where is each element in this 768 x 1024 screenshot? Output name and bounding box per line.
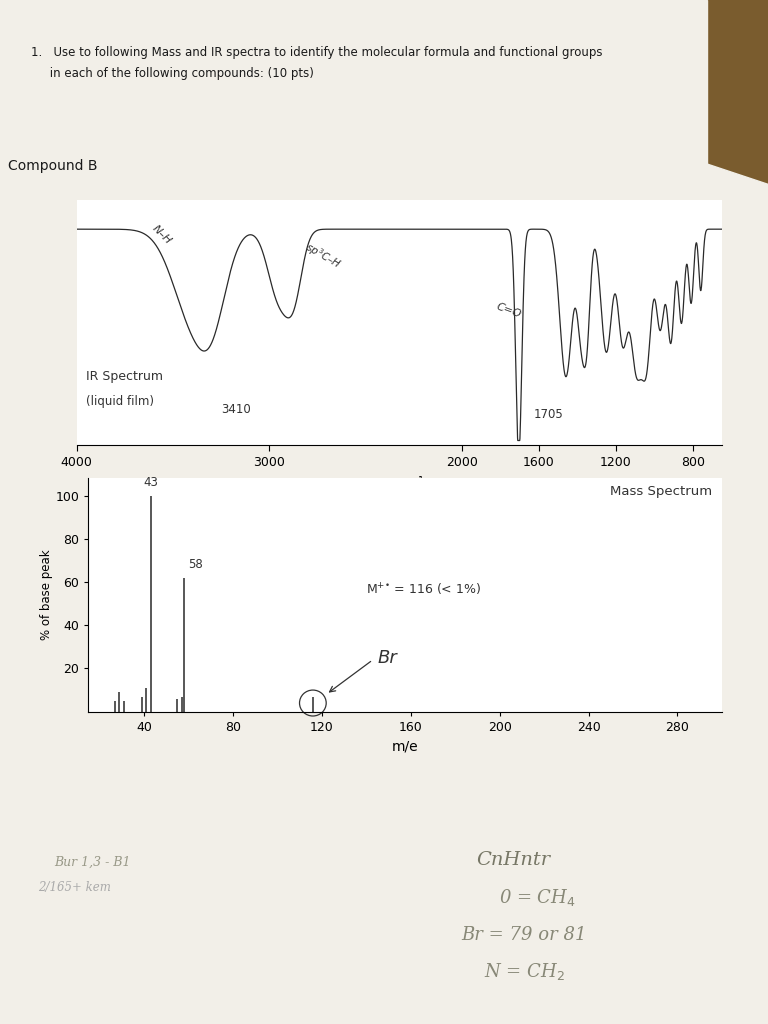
- Text: 1.   Use to following Mass and IR spectra to identify the molecular formula and : 1. Use to following Mass and IR spectra …: [31, 46, 602, 59]
- Polygon shape: [0, 0, 707, 1024]
- Text: 0 = CH$_4$: 0 = CH$_4$: [499, 887, 576, 908]
- Y-axis label: % of base peak: % of base peak: [40, 550, 53, 640]
- Text: N–H: N–H: [150, 223, 173, 246]
- Text: IR Spectrum: IR Spectrum: [87, 370, 164, 383]
- Text: Mass Spectrum: Mass Spectrum: [611, 485, 713, 499]
- Text: M$^{+•}$ = 116 (< 1%): M$^{+•}$ = 116 (< 1%): [366, 582, 482, 598]
- Text: in each of the following compounds: (10 pts): in each of the following compounds: (10 …: [31, 67, 313, 80]
- Text: Br: Br: [377, 648, 397, 667]
- Text: N = CH$_2$: N = CH$_2$: [484, 961, 565, 982]
- Text: 2/165+ kem: 2/165+ kem: [38, 881, 111, 894]
- X-axis label: V (cm$^{-1}$): V (cm$^{-1}$): [369, 474, 430, 494]
- Text: sp$^3$C–H: sp$^3$C–H: [302, 240, 344, 272]
- Text: 43: 43: [143, 476, 158, 489]
- Text: Compound B: Compound B: [8, 159, 98, 173]
- Text: CnHntr: CnHntr: [476, 851, 551, 869]
- Text: Br = 79 or 81: Br = 79 or 81: [461, 926, 586, 944]
- Polygon shape: [0, 0, 707, 1024]
- Text: Bur 1,3 - B1: Bur 1,3 - B1: [54, 855, 131, 868]
- X-axis label: m/e: m/e: [392, 739, 419, 754]
- Text: 58: 58: [188, 558, 203, 571]
- Text: (liquid film): (liquid film): [87, 394, 154, 408]
- Polygon shape: [422, 0, 768, 184]
- Text: 1705: 1705: [533, 409, 563, 422]
- Text: C=O: C=O: [495, 301, 522, 319]
- Text: 3410: 3410: [221, 403, 251, 417]
